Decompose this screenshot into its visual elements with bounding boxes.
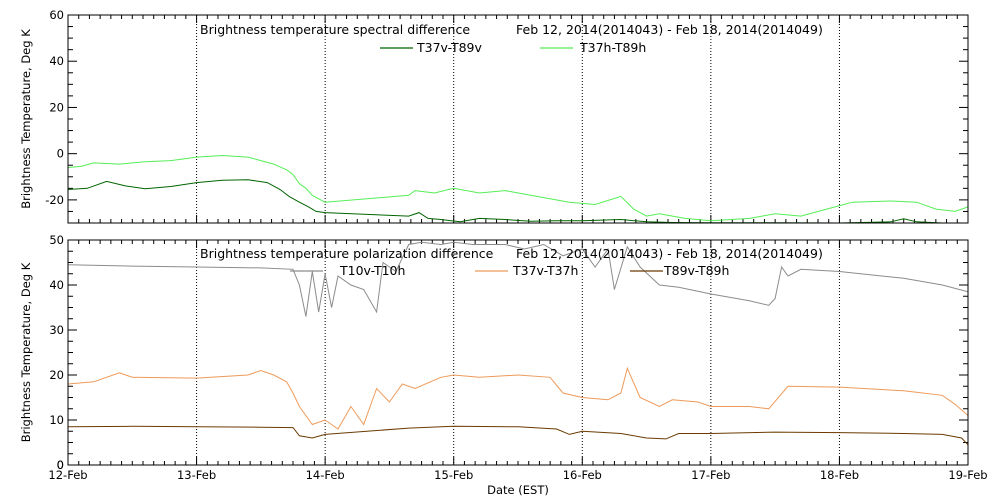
y-tick-label: 20 [49, 100, 64, 114]
legend-label: T37h-T89h [579, 40, 646, 55]
chart-subtitle: Feb 12, 2014(2014043) - Feb 18, 2014(201… [516, 246, 823, 261]
series-line-t37v-t89v [68, 179, 943, 223]
plot-frame [67, 239, 969, 466]
x-tick-label: 16-Feb [563, 468, 602, 482]
chart-title: Brightness temperature polarization diff… [200, 246, 494, 261]
x-tick-label: 13-Feb [177, 468, 216, 482]
x-tick-label: 18-Feb [820, 468, 859, 482]
series-line-t89v-t89h [68, 425, 968, 446]
y-tick-label: 40 [49, 278, 64, 292]
legend-label: T37v-T37h [512, 263, 578, 278]
x-tick-label: 12-Feb [48, 468, 87, 482]
series-line-t37h-t89h [68, 154, 968, 222]
y-tick-label: 50 [49, 233, 64, 247]
y-axis-label: Brightness Temperature, Deg K [19, 29, 33, 209]
series-line-t37v-t37h [68, 366, 968, 430]
x-tick-label: 14-Feb [306, 468, 345, 482]
series-line-t10v-t10h [68, 241, 968, 317]
panel-spectral: -20 0 20 40 60 Brightness Temperature, Deg K B… [19, 8, 969, 224]
y-axis-label: Brightness Temperature, Deg K [19, 262, 33, 442]
legend-label: T37v-T89v [416, 40, 483, 55]
x-tick-label: 15-Feb [434, 468, 473, 482]
x-axis-label: Date (EST) [487, 483, 549, 497]
chart-subtitle: Feb 12, 2014(2014043) - Feb 18, 2014(201… [516, 22, 823, 37]
legend-label: T89v-T89h [663, 263, 729, 278]
y-tick-label: 10 [49, 413, 64, 427]
plot-frame [67, 14, 969, 224]
y-tick-label: 0 [57, 147, 64, 161]
y-tick-label: 0 [57, 458, 64, 472]
chart-title: Brightness temperature spectral differen… [200, 22, 470, 37]
legend-label: T10v-T10h [339, 263, 405, 278]
y-tick-label: 20 [49, 368, 64, 382]
y-tick-label: 40 [49, 54, 64, 68]
y-tick-label: 60 [49, 8, 64, 22]
x-tick-label: 19-Feb [948, 468, 987, 482]
y-tick-label: 30 [49, 323, 64, 337]
y-tick-label: -20 [45, 193, 64, 207]
x-tick-label: 17-Feb [691, 468, 730, 482]
y-tick-label: 0 [57, 458, 64, 472]
